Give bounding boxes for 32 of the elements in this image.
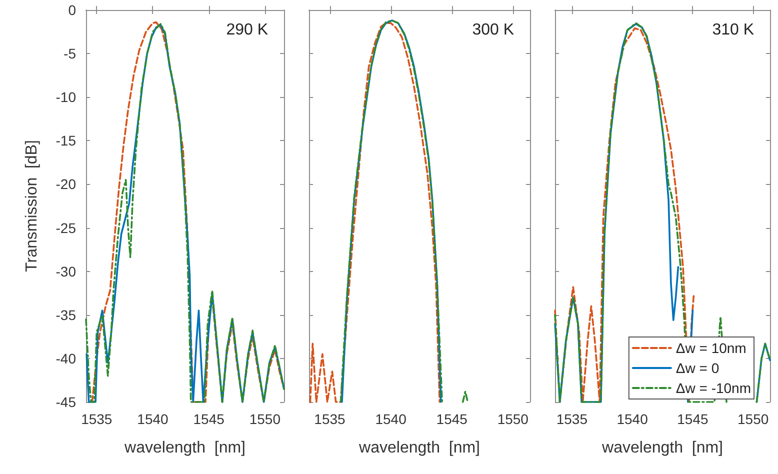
x-tick-label: 1550 [738, 411, 769, 427]
annotation: 290 K [226, 22, 268, 38]
y-tick-label: -45 [56, 394, 76, 410]
x-tick-label: 1550 [497, 411, 529, 427]
x-tick-label: 1535 [81, 411, 112, 427]
y-tick-label: -35 [56, 306, 76, 323]
x-axis-title: wavelength [nm] [124, 440, 246, 456]
x-axis-title: wavelength [nm] [601, 440, 723, 456]
y-tick-label: -30 [56, 263, 76, 280]
x-tick-label: 1545 [193, 411, 225, 427]
y-tick-label: -15 [56, 132, 76, 149]
x-axis-title: wavelength [nm] [358, 440, 480, 456]
y-tick-label: -5 [64, 46, 76, 62]
x-tick-label: 1540 [137, 411, 169, 427]
x-tick-label: 1535 [556, 411, 588, 427]
x-tick-label: 1540 [616, 411, 648, 427]
legend-label: Δw = 10nm [676, 340, 746, 356]
annotation: 310 K [712, 22, 754, 38]
annotation: 300 K [472, 22, 514, 38]
y-tick-label: -10 [56, 89, 76, 106]
x-tick-label: 1550 [249, 411, 281, 427]
x-tick-label: 1545 [677, 411, 708, 427]
legend-label: Δw = 0 [676, 360, 720, 376]
y-tick-label: 0 [68, 2, 76, 18]
x-tick-label: 1540 [375, 411, 407, 427]
y-tick-label: -20 [56, 176, 76, 192]
y-tick-label: -40 [56, 350, 76, 366]
y-axis-title: Transmission [dB] [24, 140, 40, 272]
x-tick-label: 1545 [436, 411, 468, 427]
y-tick-label: -25 [56, 220, 76, 236]
legend-label: Δw = -10nm [676, 380, 752, 396]
x-tick-label: 1535 [314, 411, 346, 427]
